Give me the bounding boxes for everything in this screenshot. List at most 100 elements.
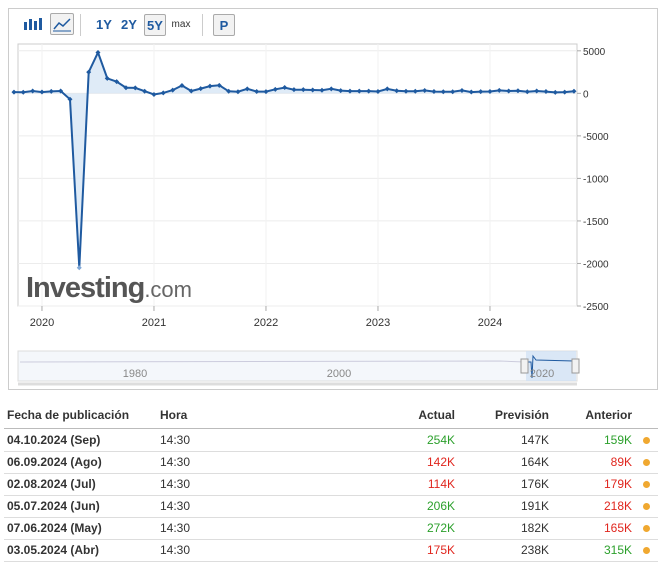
x-tick-label: 2024 <box>478 317 502 329</box>
point <box>394 88 400 94</box>
cell-forecast: 238K <box>520 543 549 557</box>
column-header: Actual <box>418 408 455 422</box>
chart: 5000 0 -5000 -1000 -1500 -2000 -2500 2020 2021 20… <box>11 43 609 386</box>
cell-date: 07.06.2024 (May) <box>7 521 102 535</box>
point <box>216 82 222 88</box>
point <box>188 88 194 94</box>
point <box>39 89 45 95</box>
logo-suffix: .com <box>144 277 192 302</box>
y-tick-label: -2500 <box>583 302 609 313</box>
row-rule <box>4 539 658 540</box>
cell-previous: 165K <box>603 521 632 535</box>
chart-frame <box>8 8 658 390</box>
y-tick-label: -2000 <box>583 259 609 270</box>
navigator-selection <box>526 351 576 381</box>
point <box>459 87 465 93</box>
data-table: Fecha de publicación Hora Actual Previsión A… <box>0 402 664 562</box>
cell-forecast: 176K <box>520 477 549 491</box>
point <box>366 88 372 94</box>
point <box>58 88 64 94</box>
line-icon <box>53 18 71 32</box>
point <box>30 88 36 94</box>
cell-forecast: 147K <box>520 433 549 447</box>
point <box>151 92 157 98</box>
point <box>114 79 120 85</box>
range-button[interactable]: 1Y <box>96 17 112 32</box>
y-tick-label: -5000 <box>583 132 609 143</box>
cell-previous: 179K <box>603 477 632 491</box>
column-header: Previsión <box>494 408 549 422</box>
point <box>67 96 73 102</box>
y-tick-label: 0 <box>583 89 589 100</box>
cell-date: 04.10.2024 (Sep) <box>7 433 101 447</box>
print-button[interactable]: P <box>213 14 235 36</box>
range-button[interactable]: max <box>171 19 191 30</box>
bar-chart-icon[interactable] <box>20 10 60 38</box>
navigator-label: 2000 <box>327 368 351 380</box>
point <box>478 89 484 95</box>
point <box>235 89 241 95</box>
y-tick-label: 5000 <box>583 47 606 58</box>
cell-previous: 315K <box>603 543 632 557</box>
point <box>104 75 110 81</box>
point <box>226 88 232 94</box>
point <box>95 50 101 56</box>
point <box>328 86 334 92</box>
point <box>142 88 148 94</box>
cell-forecast: 191K <box>520 499 549 513</box>
point <box>552 89 558 95</box>
row-rule <box>4 517 658 518</box>
point <box>496 87 502 93</box>
cell-date: 03.05.2024 (Abr) <box>7 543 100 557</box>
cell-time: 14:30 <box>160 499 191 513</box>
point <box>524 89 530 95</box>
cell-actual: 272K <box>426 521 455 535</box>
range-button[interactable]: 2Y <box>121 17 137 32</box>
point <box>244 86 250 92</box>
line-chart-icon[interactable] <box>50 13 74 35</box>
point <box>506 88 512 94</box>
navigator-handle[interactable] <box>520 358 529 374</box>
cell-actual: 175K <box>426 543 455 557</box>
row-rule <box>4 473 658 474</box>
navigator-label: 1980 <box>123 368 147 380</box>
status-dot <box>643 437 650 444</box>
row-rule <box>4 451 658 452</box>
cell-date: 02.08.2024 (Jul) <box>7 477 96 491</box>
status-dot <box>643 547 650 554</box>
navigator <box>17 350 578 382</box>
navigator-handle[interactable] <box>571 358 580 374</box>
range-button[interactable]: 5Y <box>144 14 166 36</box>
navigator-mini-line <box>528 354 575 379</box>
cell-previous: 218K <box>603 499 632 513</box>
point <box>515 88 521 94</box>
column-header: Anterior <box>585 408 632 422</box>
cell-time: 14:30 <box>160 433 191 447</box>
x-tick-label: 2021 <box>142 317 166 329</box>
point <box>48 88 54 94</box>
point <box>450 89 456 95</box>
point <box>468 89 474 95</box>
point <box>160 90 166 96</box>
x-tick-label: 2020 <box>30 317 54 329</box>
point <box>20 89 26 95</box>
column-header: Hora <box>160 408 188 422</box>
column-header: Fecha de publicación <box>7 408 130 422</box>
point <box>543 89 549 95</box>
point <box>300 87 306 93</box>
cell-forecast: 164K <box>520 455 549 469</box>
cell-previous: 159K <box>603 433 632 447</box>
point <box>263 89 269 95</box>
point <box>412 88 418 94</box>
point <box>487 88 493 94</box>
status-dot <box>643 481 650 488</box>
point <box>291 87 297 93</box>
point <box>76 265 82 271</box>
point <box>179 83 185 89</box>
row-rule <box>4 495 658 496</box>
point <box>356 88 362 94</box>
point <box>403 88 409 94</box>
logo-name: Investing <box>26 272 144 304</box>
y-tick-label: -1500 <box>583 217 609 228</box>
